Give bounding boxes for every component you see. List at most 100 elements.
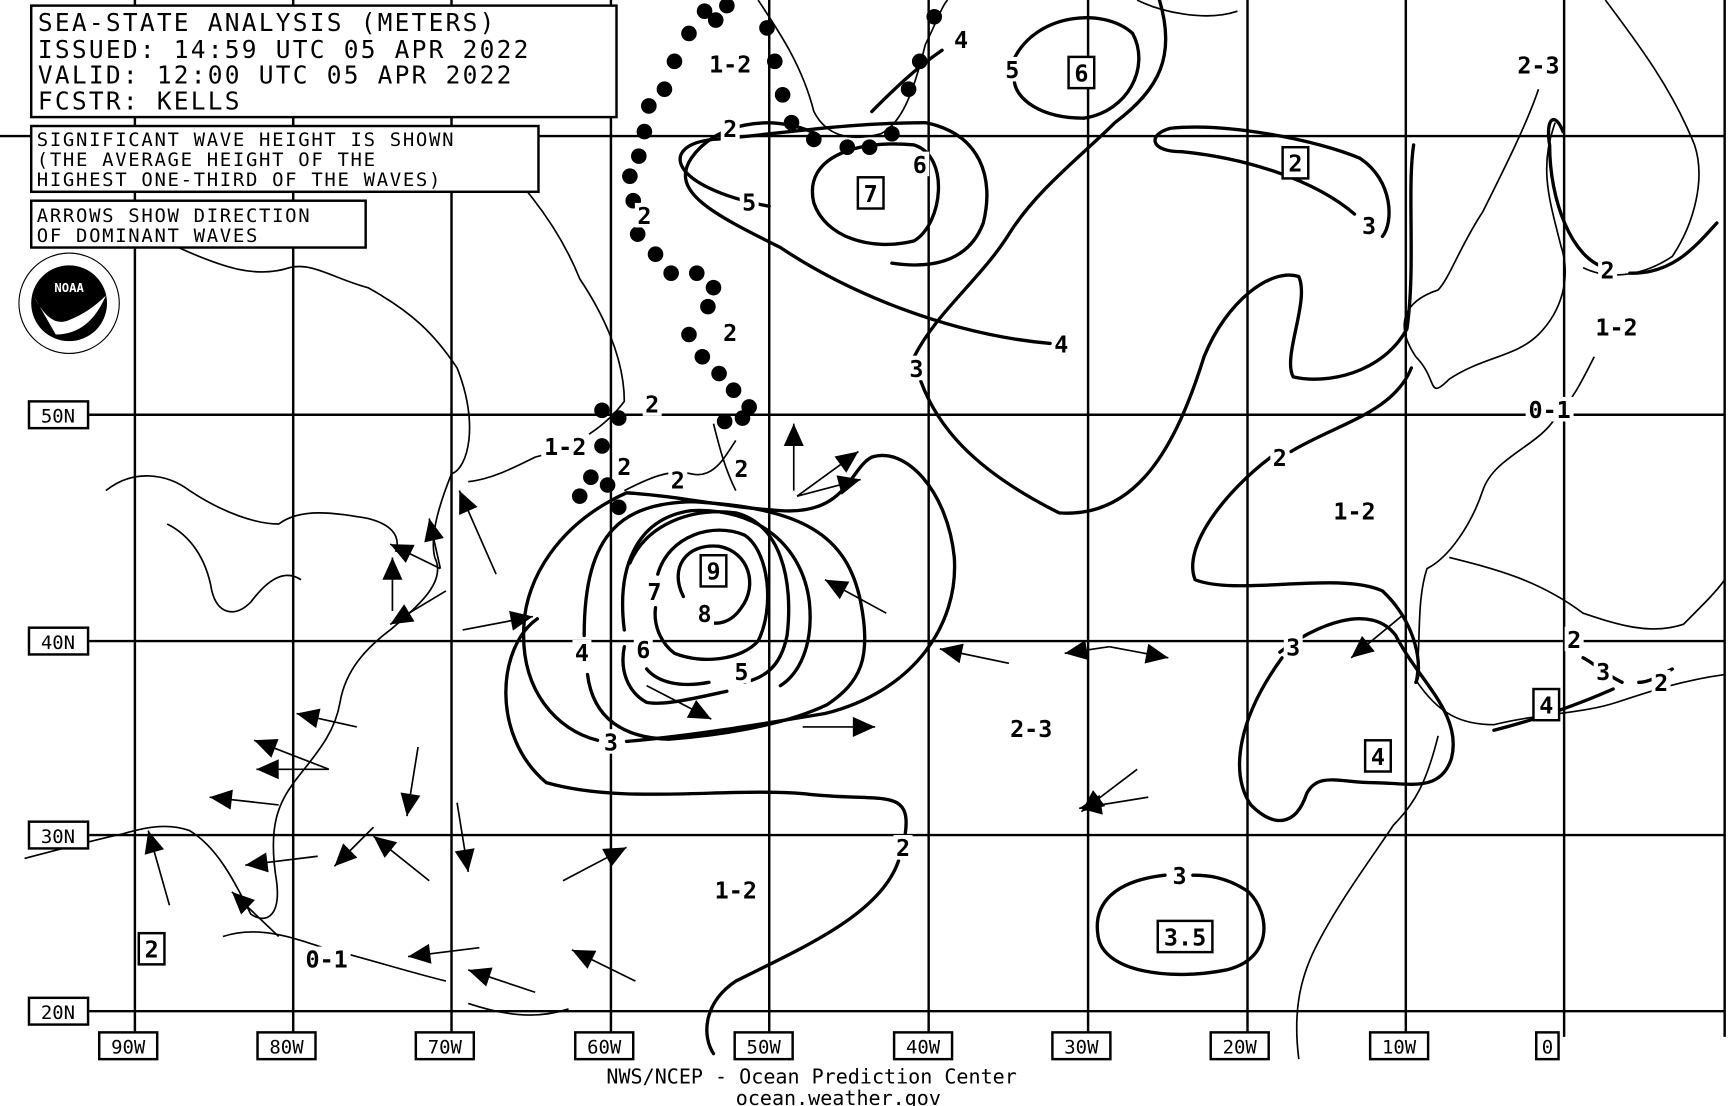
wave-direction-arrow	[824, 579, 887, 614]
arrowhead-icon	[468, 967, 493, 987]
ice-dot	[610, 410, 627, 426]
contour-label-text: 3	[909, 355, 923, 383]
wave-height-label: 4	[951, 26, 971, 54]
ice-dot	[783, 114, 800, 131]
wave-direction-arrow	[333, 826, 375, 867]
wave-contour	[919, 143, 1416, 515]
wave-height-label: 2	[731, 455, 751, 483]
ice-dot	[707, 12, 724, 28]
contour-label-text: 5	[742, 189, 756, 217]
wave-direction-arrow	[458, 490, 497, 575]
wave-contour	[628, 510, 791, 687]
note-line: HIGHEST ONE-THIRD OF THE WAVES)	[37, 169, 442, 191]
lat-lon-grid	[0, 0, 1726, 1037]
wave-height-label: 2	[614, 453, 634, 481]
ice-dot	[599, 477, 616, 493]
lat-label: 30N	[41, 826, 75, 848]
lat-label-box	[27, 820, 90, 850]
arrowhead-icon	[256, 759, 279, 780]
ice-dot	[583, 469, 599, 485]
wave-height-label: 2	[1270, 444, 1290, 472]
ice-dot	[681, 25, 697, 42]
wave-height-label: 0-1	[1525, 396, 1574, 424]
wave-height-note: SIGNIFICANT WAVE HEIGHT IS SHOWN (THE AV…	[29, 124, 540, 194]
wave-height-label: 2	[893, 834, 913, 862]
contour-label-text: 1-2	[544, 433, 586, 461]
coastline	[623, 439, 737, 492]
wave-height-label: 0-1	[302, 946, 351, 974]
ice-dot	[806, 131, 822, 148]
arrowhead-icon	[231, 891, 255, 915]
header-box: SEA-STATE ANALYSIS (METERS) ISSUED: 14:5…	[29, 4, 618, 119]
ice-dot	[641, 98, 657, 114]
contour-label-text: 4	[1054, 330, 1068, 358]
wave-height-label: 1-2	[706, 51, 755, 79]
issued-time: ISSUED: 14:59 UTC 05 APR 2022	[38, 35, 531, 64]
arrowhead-icon	[408, 943, 432, 964]
forecaster: FCSTR: KELLS	[38, 86, 242, 115]
boxed-wave-height-label: 9	[699, 554, 728, 588]
arrowhead-icon	[400, 792, 421, 817]
contour-label-text: 2-3	[1010, 715, 1052, 743]
coastline	[166, 523, 302, 613]
arrows-note: ARROWS SHOW DIRECTION OF DOMINANT WAVES	[29, 199, 367, 249]
lon-label: 0	[1542, 1037, 1553, 1059]
coastline	[24, 473, 453, 920]
wave-direction-arrow	[389, 543, 441, 570]
wave-direction-arrow	[144, 830, 171, 906]
arrowhead-icon	[571, 949, 597, 969]
boxed-wave-height-label: 2	[1281, 145, 1310, 180]
wave-direction-arrow	[646, 684, 712, 720]
lat-label: 20N	[41, 1002, 75, 1024]
boxed-wave-height-label: 4	[1532, 687, 1561, 722]
lon-label: 80W	[269, 1037, 304, 1059]
ice-edge-dots	[571, 0, 943, 516]
wave-height-label: 3	[1593, 658, 1613, 686]
arrowhead-icon	[254, 739, 279, 758]
wave-contour	[870, 48, 944, 114]
valid-time: VALID: 12:00 UTC 05 APR 2022	[38, 61, 514, 90]
coastline	[467, 1002, 569, 1016]
wave-direction-arrow	[562, 846, 627, 882]
boxed-wave-height-label: 3.5	[1156, 919, 1214, 954]
wave-direction-arrow	[424, 518, 444, 569]
lat-label-box	[27, 626, 90, 656]
arrowhead-icon	[382, 557, 403, 580]
arrowhead-icon	[454, 848, 475, 872]
ice-dot	[711, 365, 727, 382]
wave-direction-arrow	[231, 891, 280, 938]
lon-label-box	[1535, 1031, 1560, 1061]
contour-label-text: 2	[734, 455, 748, 483]
lon-label-box	[1051, 1031, 1112, 1061]
wave-direction-arrow	[296, 708, 357, 729]
arrowhead-icon	[424, 518, 444, 543]
lon-label-box	[1368, 1031, 1430, 1061]
contour-label-text: 4	[1371, 743, 1385, 771]
wave-height-label: 2	[720, 115, 740, 143]
wave-direction-arrow	[796, 475, 861, 497]
wave-direction-arrow	[256, 759, 329, 780]
wave-contour	[1095, 873, 1266, 977]
arrowhead-icon	[1144, 643, 1169, 664]
wave-contour	[1289, 366, 1414, 454]
lon-label-box	[414, 1031, 476, 1061]
contour-label-text: 7	[864, 180, 878, 208]
wave-direction-arrow	[802, 716, 876, 737]
contour-label-text: 3	[1596, 658, 1610, 686]
wave-height-label: 2-3	[1007, 715, 1056, 743]
contour-label-text: 0-1	[1528, 396, 1570, 424]
contour-label-text: 1-2	[715, 877, 757, 905]
wave-direction-arrow	[245, 852, 318, 873]
wave-height-contours	[504, 0, 1719, 1056]
contour-label-text: 5	[734, 658, 748, 686]
lon-label-box	[1209, 1031, 1270, 1061]
wave-height-label: 2-3	[1514, 52, 1563, 80]
arrowhead-icon	[509, 610, 533, 631]
arrowhead-icon	[245, 852, 269, 873]
wave-direction-arrow	[1109, 643, 1169, 664]
note-line: OF DOMINANT WAVES	[37, 225, 259, 247]
contour-label-text: 2	[637, 202, 651, 230]
ice-dot	[884, 126, 900, 142]
note-line: (THE AVERAGE HEIGHT OF THE	[37, 149, 377, 171]
lon-label: 90W	[111, 1037, 146, 1059]
